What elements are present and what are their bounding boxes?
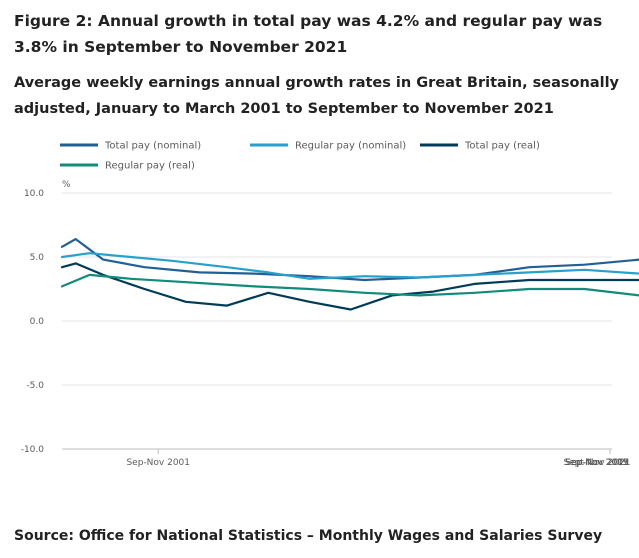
chart-gridlines: [62, 192, 612, 450]
series-line-regular-pay-nominal: [60, 252, 639, 280]
x-tick-label: Sep-Nov 2005: [565, 458, 629, 468]
series-line-total-pay-real: [60, 262, 639, 311]
y-tick-label: 5.0: [30, 253, 45, 263]
x-tick-label: Sep-Nov 2009: [565, 458, 629, 468]
series-line-total-pay-nominal: [60, 238, 639, 282]
y-axis-unit-label: %: [62, 180, 71, 190]
figure-subtitle: Average weekly earnings annual growth ra…: [14, 75, 620, 117]
y-tick-label: -10.0: [21, 445, 45, 455]
source-note: Source: Office for National Statistics –…: [14, 528, 603, 544]
legend-label-total-pay-real: Total pay (real): [464, 141, 540, 152]
y-tick-label: 0.0: [30, 317, 45, 327]
figure-title: Figure 2: Annual growth in total pay was…: [14, 12, 603, 56]
x-tick-label: Sep-Nov 2001: [126, 458, 190, 468]
chart-legend: Total pay (nominal) Regular pay (nominal)…: [60, 141, 540, 172]
y-tick-label: -5.0: [26, 381, 44, 391]
y-axis-ticks: 10.0 5.0 0.0 -5.0 -10.0: [21, 189, 45, 455]
legend-label-total-pay-nominal: Total pay (nominal): [104, 141, 201, 152]
x-tick-label: Sep-Nov 2013: [565, 458, 629, 468]
series-line-regular-pay-real: [60, 273, 639, 297]
x-tick-label: Sep-Nov 2017: [565, 458, 629, 468]
legend-label-regular-pay-nominal: Regular pay (nominal): [295, 141, 406, 152]
chart-series: [60, 238, 639, 311]
legend-label-regular-pay-real: Regular pay (real): [105, 161, 195, 172]
y-tick-label: 10.0: [24, 189, 44, 199]
x-tick-label: Sept-Nov 2021: [563, 458, 630, 468]
